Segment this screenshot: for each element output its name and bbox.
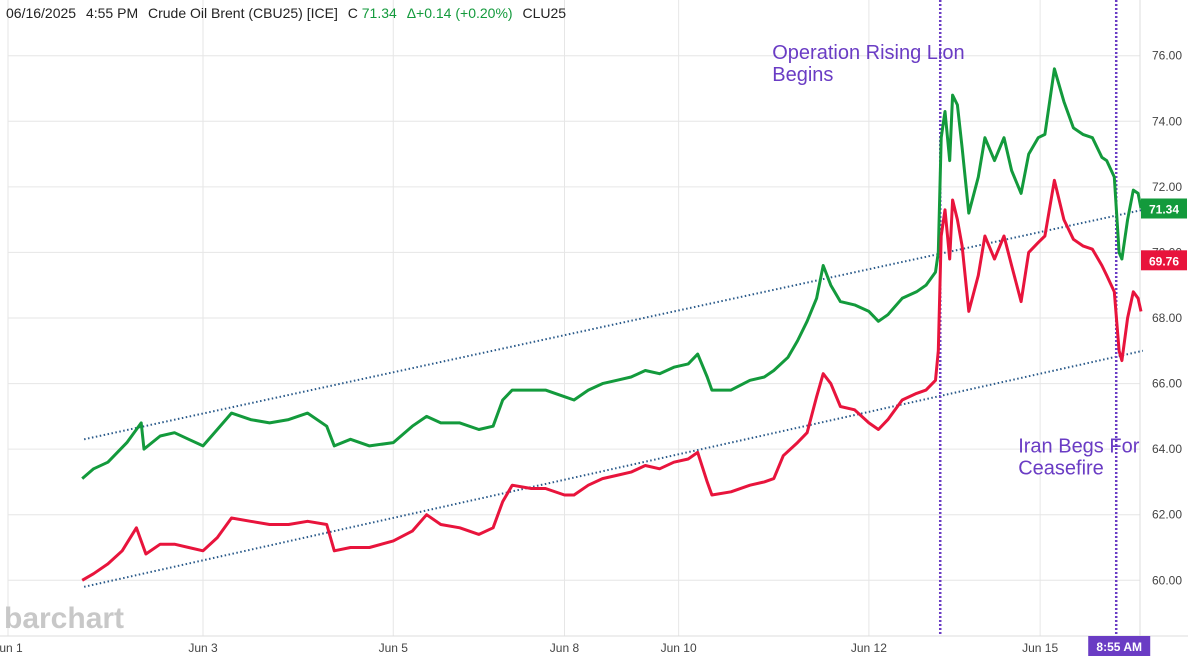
trend-channel-line [83, 208, 1144, 441]
event-annotation-line: Iran Begs For [1018, 435, 1140, 457]
header-time: 4:55 PM [86, 5, 138, 21]
event-annotation-line: Operation Rising Lion [772, 42, 964, 64]
series-lines [81, 67, 1143, 582]
y-tick-label: 68.00 [1152, 311, 1182, 325]
y-tick-label: 72.00 [1152, 180, 1182, 194]
trend-channel-lines [83, 208, 1144, 588]
y-tick-label: 60.00 [1152, 573, 1182, 587]
header-close-label: C [348, 5, 358, 21]
time-badge-label: 8:55 AM [1096, 640, 1142, 654]
time-badge [1088, 636, 1151, 656]
last-price-tag-label: 71.34 [1149, 203, 1179, 217]
last-price-tag [1141, 198, 1187, 219]
x-axis-tick-labels: Jun 1 Jun 3 Jun 5 Jun 8 Jun 10 Jun 12 Jun 15 [0, 641, 1058, 655]
x-tick-label: Jun 15 [1022, 641, 1058, 655]
y-tick-label: 62.00 [1152, 508, 1182, 522]
header-date: 06/16/2025 [6, 5, 76, 21]
event-annotation-label: Operation Rising Lion Begins [772, 42, 964, 86]
y-tick-label: 64.00 [1152, 442, 1182, 456]
grid-lines [0, 0, 1188, 637]
y-axis-tick-labels: 60.0062.0064.0066.0068.0070.0072.0074.00… [1152, 49, 1182, 588]
series-line-clu25 [81, 178, 1143, 582]
x-tick-label: Jun 12 [851, 641, 887, 655]
x-tick-label: Jun 5 [379, 641, 409, 655]
trend-channel-line [83, 349, 1144, 588]
series-line-cbu25 [81, 67, 1143, 480]
x-tick-label: Jun 8 [550, 641, 580, 655]
chart-header: 06/16/2025 4:55 PM Crude Oil Brent (CBU2… [6, 5, 566, 21]
header-close-value: 71.34 [362, 5, 397, 21]
header-change: Δ+0.14 (+0.20%) [407, 5, 513, 21]
y-tick-label: 76.00 [1152, 49, 1182, 63]
header-comparison-symbol: CLU25 [522, 5, 566, 21]
event-annotations: Operation Rising Lion Begins Iran Begs For… [772, 42, 1151, 656]
event-annotation-line: Begins [772, 64, 833, 86]
last-price-tags: 71.34 69.76 [1141, 198, 1187, 271]
header-instrument: Crude Oil Brent (CBU25) [ICE] [148, 5, 338, 21]
x-tick-label: Jun 3 [188, 641, 218, 655]
x-tick-label: Jun 1 [0, 641, 23, 655]
y-tick-label: 74.00 [1152, 114, 1182, 128]
barchart-watermark: barchart [4, 602, 124, 635]
last-price-tag [1141, 250, 1187, 271]
event-annotation-line: Ceasefire [1018, 457, 1104, 479]
x-tick-label: Jun 10 [661, 641, 697, 655]
event-annotation-label: Iran Begs For Ceasefire [1018, 435, 1140, 479]
y-tick-label: 66.00 [1152, 377, 1182, 391]
last-price-tag-label: 69.76 [1149, 254, 1179, 268]
